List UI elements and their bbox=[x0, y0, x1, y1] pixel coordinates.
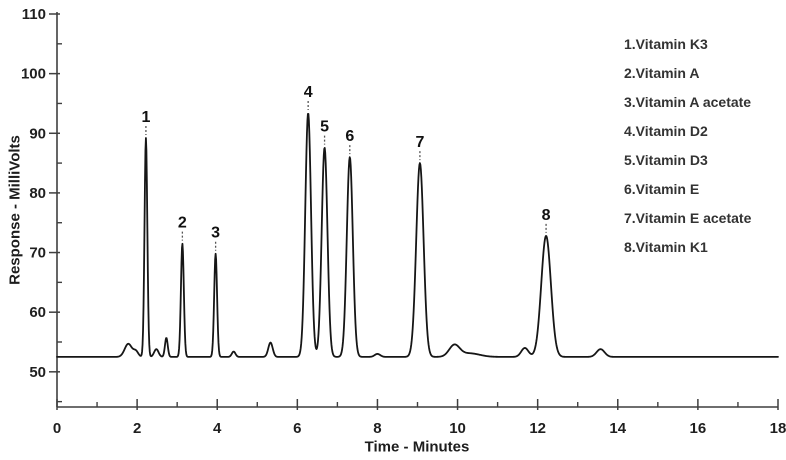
x-tick-label: 10 bbox=[449, 420, 466, 437]
y-tick-label: 60 bbox=[29, 304, 46, 321]
y-tick-label: 100 bbox=[21, 66, 46, 83]
legend-item-2: 2.Vitamin A bbox=[624, 65, 700, 81]
legend-item-4: 4.Vitamin D2 bbox=[624, 123, 708, 139]
legend-item-8: 8.Vitamin K1 bbox=[624, 239, 708, 255]
y-tick-label: 80 bbox=[29, 185, 46, 202]
peak-label: 3 bbox=[211, 225, 220, 242]
x-tick-label: 4 bbox=[213, 420, 222, 437]
x-tick-label: 18 bbox=[770, 420, 786, 437]
x-tick-label: 0 bbox=[53, 420, 61, 437]
x-tick-label: 12 bbox=[529, 420, 546, 437]
y-axis-title: Response - MilliVolts bbox=[6, 135, 24, 285]
y-tick-label: 70 bbox=[29, 245, 46, 262]
peak-label: 7 bbox=[415, 134, 424, 151]
y-tick-label: 90 bbox=[29, 125, 46, 142]
legend-item-5: 5.Vitamin D3 bbox=[624, 152, 708, 168]
peak-labels: 1 2 3 4 56 7 8 bbox=[141, 84, 551, 251]
x-tick-label: 2 bbox=[133, 420, 141, 437]
legend-item-6: 6.Vitamin E bbox=[624, 181, 700, 197]
x-tick-label: 16 bbox=[690, 420, 707, 437]
peak-label: 1 bbox=[141, 109, 150, 126]
legend-item-7: 7.Vitamin E acetate bbox=[624, 210, 752, 226]
legend-item-3: 3.Vitamin A acetate bbox=[624, 94, 752, 110]
x-axis-title: Time - Minutes bbox=[364, 438, 470, 456]
x-tick-label: 8 bbox=[373, 420, 381, 437]
y-tick-label: 50 bbox=[29, 364, 46, 381]
x-tick-label: 6 bbox=[293, 420, 301, 437]
peak-label: 6 bbox=[345, 128, 354, 145]
peak-label: 5 bbox=[320, 119, 329, 136]
peak-label: 2 bbox=[178, 215, 187, 232]
legend: 1.Vitamin K3 2.Vitamin A 3.Vitamin A aceta… bbox=[624, 30, 751, 262]
legend-item-1: 1.Vitamin K3 bbox=[624, 36, 708, 52]
peak-label: 8 bbox=[542, 207, 551, 224]
peak-label: 4 bbox=[304, 84, 313, 101]
chromatogram-trace bbox=[56, 112, 779, 358]
y-tick-label: 110 bbox=[22, 6, 46, 23]
x-tick-label: 14 bbox=[609, 420, 626, 437]
axis-ticks bbox=[49, 13, 779, 410]
